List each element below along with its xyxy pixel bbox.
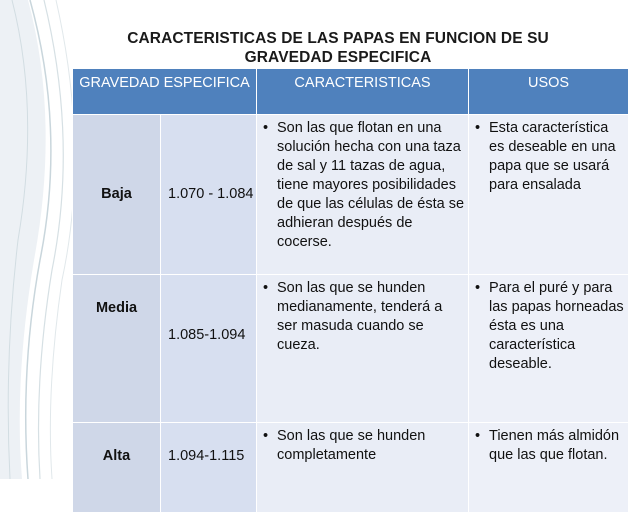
table-row: Baja 1.070 - 1.084 • Son las que flotan … [72, 114, 630, 275]
bullet-icon: • [475, 428, 481, 444]
row-usos: • Tienen más almidón que las que flotan. [468, 422, 630, 513]
caracteristicas-text: Son las que flotan en una solución hecha… [277, 120, 465, 250]
row-name: Baja [72, 114, 161, 275]
decorative-curves [0, 0, 80, 479]
row-value: 1.094-1.115 [159, 422, 258, 513]
row-value: 1.085-1.094 [159, 274, 258, 423]
bullet-icon: • [263, 428, 269, 444]
row-usos: • Esta característica es deseable en una… [468, 114, 630, 275]
caracteristicas-text: Son las que se hunden medianamente, tend… [277, 280, 443, 353]
header-gravedad: GRAVEDAD ESPECIFICA [71, 68, 258, 115]
row-name: Alta [72, 422, 161, 513]
usos-text: Esta característica es deseable en una p… [489, 120, 616, 193]
row-caracteristicas: • Son las que se hunden medianamente, te… [256, 274, 470, 423]
title-line-1: CARACTERISTICAS DE LAS PAPAS EN FUNCION … [127, 30, 549, 47]
table-row: Media 1.085-1.094 • Son las que se hunde… [72, 274, 630, 423]
row-usos: • Para el puré y para las papas horneada… [468, 274, 630, 423]
row-caracteristicas: • Son las que se hunden completamente [256, 422, 470, 513]
gravity-table: GRAVEDAD ESPECIFICA CARACTERISTICAS USOS… [71, 68, 630, 513]
usos-text: Tienen más almidón que las que flotan. [489, 428, 620, 463]
bullet-icon: • [475, 120, 481, 136]
bullet-icon: • [263, 120, 269, 136]
caracteristicas-text: Son las que se hunden completamente [277, 428, 426, 463]
header-row: GRAVEDAD ESPECIFICA CARACTERISTICAS USOS [71, 68, 630, 115]
usos-text: Para el puré y para las papas horneadas … [489, 280, 624, 372]
row-name: Media [72, 274, 161, 423]
table-row: Alta 1.094-1.115 • Son las que se hunden… [72, 422, 630, 513]
page-title: CARACTERISTICAS DE LAS PAPAS EN FUNCION … [88, 29, 588, 67]
header-usos: USOS [468, 68, 630, 115]
bullet-icon: • [263, 280, 269, 296]
row-value: 1.070 - 1.084 [159, 114, 258, 275]
bullet-icon: • [475, 280, 481, 296]
row-caracteristicas: • Son las que flotan en una solución hec… [256, 114, 470, 275]
title-line-2: GRAVEDAD ESPECIFICA [244, 49, 432, 66]
header-caracteristicas: CARACTERISTICAS [256, 68, 470, 115]
